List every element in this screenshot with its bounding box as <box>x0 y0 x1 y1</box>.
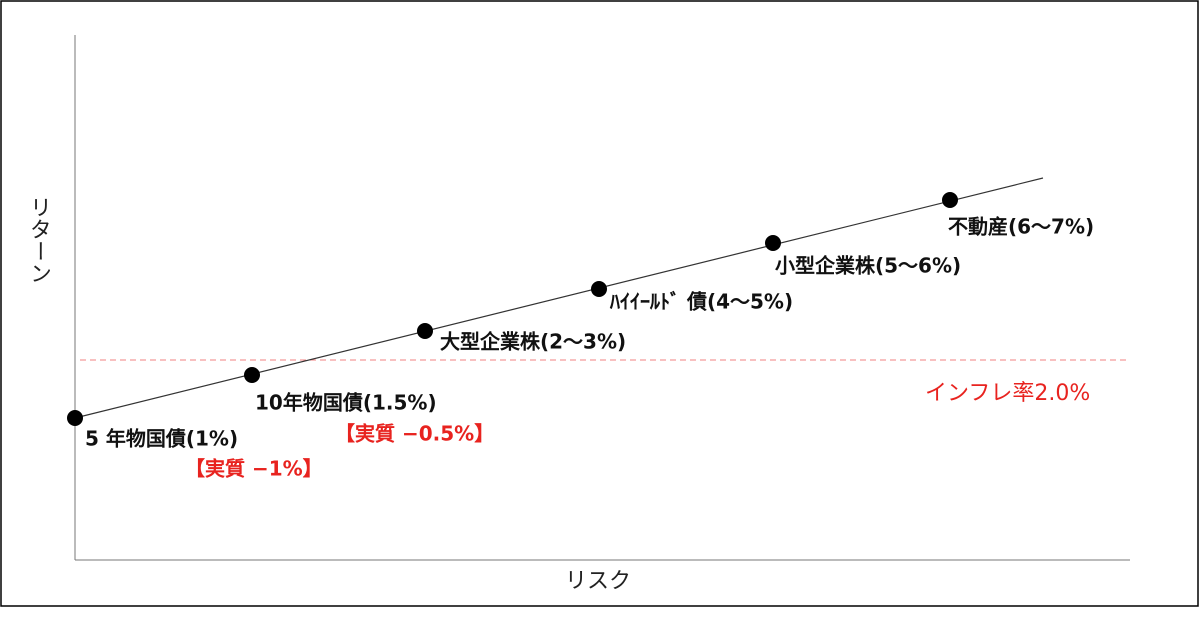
point-label: 5 年物国債(1%) <box>85 427 238 451</box>
point-label: ﾊｲｲｰﾙﾄﾞ 債(4〜5%) <box>609 290 793 314</box>
x-axis-label: リスク <box>565 569 631 594</box>
point-label: 小型企業株(5〜6%) <box>775 254 961 278</box>
real-return: 【実質 −0.5%】 <box>335 422 494 446</box>
point <box>591 281 607 297</box>
point-label: 不動産(6〜7%) <box>948 215 1094 239</box>
y-axis-label: リターン <box>26 196 51 284</box>
inflation-label: インフレ率2.0% <box>925 381 1090 406</box>
point <box>942 192 958 208</box>
point-label: 大型企業株(2〜3%) <box>440 330 626 354</box>
point <box>765 235 781 251</box>
real-return: 【実質 −1%】 <box>185 457 323 481</box>
trend-line <box>74 177 1044 419</box>
point-label: 10年物国債(1.5%) <box>255 391 437 415</box>
point <box>417 323 433 339</box>
point <box>244 367 260 383</box>
point <box>67 410 83 426</box>
